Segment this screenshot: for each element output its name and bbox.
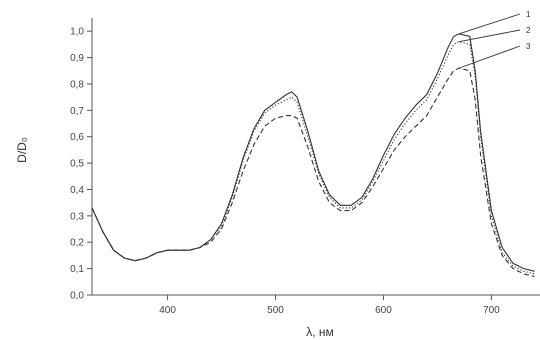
legend: 1 2 3	[458, 10, 531, 69]
legend-label-2: 2	[526, 26, 531, 35]
legend-leader-1	[458, 13, 521, 35]
x-tick-label: 400	[159, 305, 176, 316]
series-2-line	[91, 41, 535, 275]
x-tick-label: 600	[375, 305, 392, 316]
y-tick-label: 1,0	[70, 27, 84, 38]
y-axis-title: D/D₀	[15, 137, 29, 163]
y-tick-label: 0,7	[70, 106, 84, 117]
series-layer	[91, 33, 535, 278]
legend-leader-2	[458, 29, 521, 43]
y-tick-label: 0,5	[70, 159, 84, 170]
y-tick-label: 0,3	[70, 211, 84, 222]
legend-label-1: 1	[526, 10, 531, 19]
axes: 0,0 0,1 0,2 0,3 0,4 0,5 0,6 0,7 0,8 0,9 1,0 400 500 6…	[70, 18, 540, 316]
series-1-line	[91, 33, 535, 272]
x-tick-label: 700	[483, 305, 500, 316]
y-tick-label: 0,8	[70, 79, 84, 90]
x-axis-title: λ, нм	[306, 325, 334, 339]
y-tick-label: 0,1	[70, 264, 84, 275]
y-tick-label: 0,4	[70, 185, 84, 196]
y-tick-label: 0,0	[70, 291, 84, 302]
x-tick-label: 500	[267, 305, 284, 316]
series-3-line	[91, 67, 535, 278]
legend-leader-3	[458, 45, 521, 69]
y-tick-label: 0,9	[70, 53, 84, 64]
legend-label-3: 3	[526, 42, 531, 51]
y-tick-label: 0,2	[70, 238, 84, 249]
y-tick-label: 0,6	[70, 132, 84, 143]
